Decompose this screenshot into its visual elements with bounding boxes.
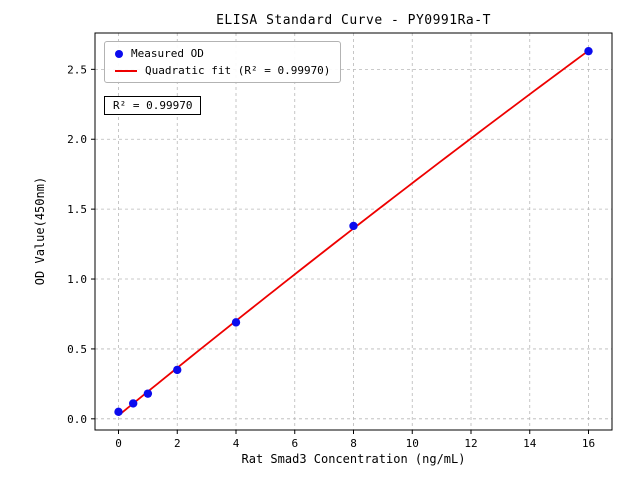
x-tick-label: 14 (523, 437, 537, 450)
x-tick-label: 16 (582, 437, 595, 450)
line-marker-icon (115, 69, 137, 72)
x-tick-label: 6 (291, 437, 298, 450)
x-tick-label: 0 (115, 437, 122, 450)
data-point (173, 365, 182, 375)
x-tick-label: 4 (233, 437, 240, 450)
x-tick-label: 12 (464, 437, 477, 450)
y-tick-label: 0.5 (67, 343, 87, 356)
y-tick-label: 2.0 (67, 133, 87, 146)
chart-title: ELISA Standard Curve - PY0991Ra-T (216, 13, 491, 28)
scatter-marker-icon (115, 49, 123, 58)
y-axis-label: OD Value(450nm) (33, 176, 47, 286)
x-tick-label: 8 (350, 437, 357, 450)
data-point (143, 389, 153, 398)
r2-annotation: R² = 0.99970 (104, 96, 202, 115)
data-point (231, 318, 241, 327)
y-tick-label: 0.0 (67, 413, 87, 426)
y-tick-label: 1.5 (67, 203, 87, 216)
legend: Measured OD Quadratic fit (R² = 0.99970) (104, 41, 342, 83)
x-tick-label: 2 (174, 437, 181, 450)
legend-item-measured-od: Measured OD (115, 47, 330, 60)
data-point (584, 46, 593, 56)
y-tick-label: 1.0 (67, 273, 87, 286)
legend-item-quadratic-fit: Quadratic fit (R² = 0.99970) (115, 64, 330, 77)
legend-label-measured-od: Measured OD (131, 47, 204, 60)
x-axis-label: Rat Smad3 Concentration (ng/mL) (241, 452, 466, 466)
data-point (349, 221, 358, 231)
y-tick-label: 2.5 (67, 63, 87, 76)
legend-label-quadratic-fit: Quadratic fit (R² = 0.99970) (145, 64, 331, 77)
data-point (114, 407, 123, 417)
data-point (128, 399, 138, 408)
x-tick-label: 10 (406, 437, 419, 450)
